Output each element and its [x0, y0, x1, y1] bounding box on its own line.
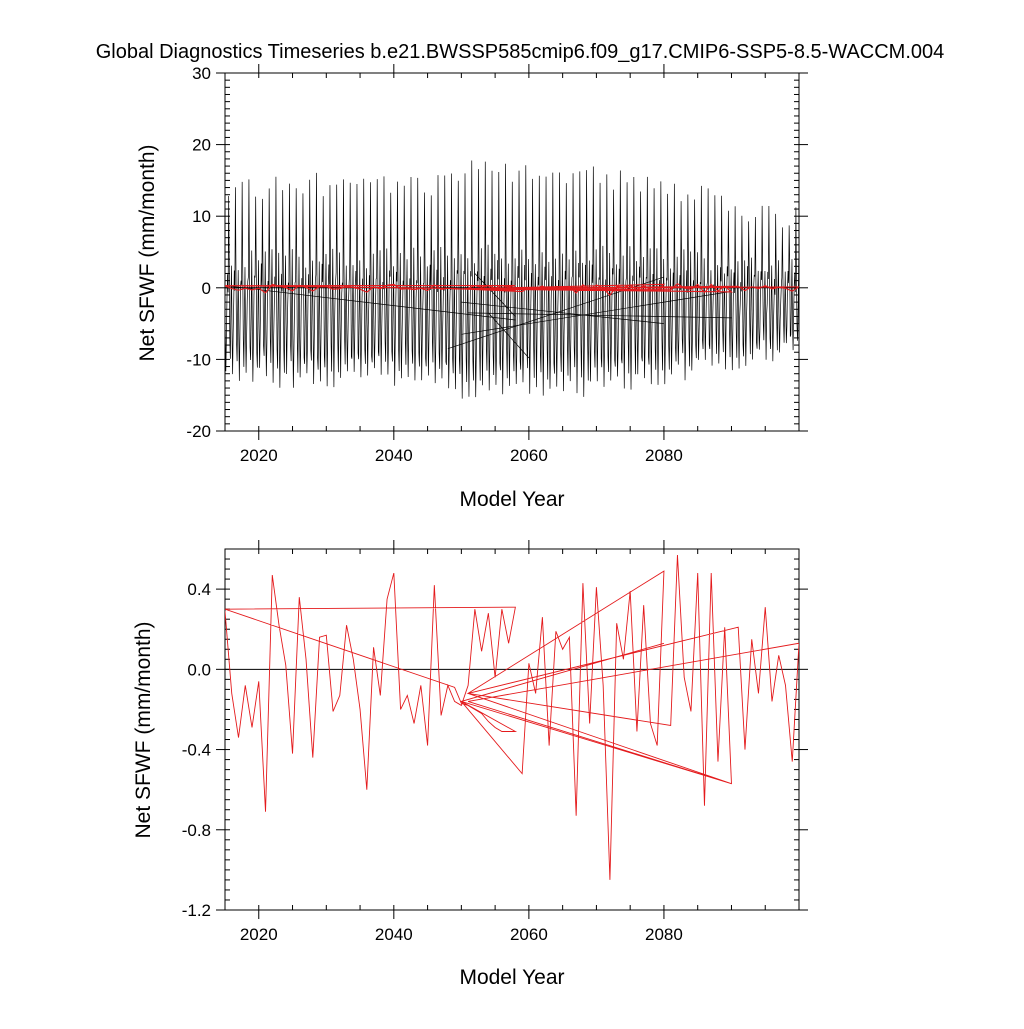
chart-title: Global Diagnostics Timeseries b.e21.BWSS… [96, 41, 945, 63]
y-tick-label: -20 [186, 422, 211, 441]
y-tick-label: 0.0 [187, 660, 211, 679]
connector-segment [461, 291, 732, 335]
connector-segment [474, 273, 516, 317]
x-tick-label: 2060 [510, 446, 548, 465]
y-tick-label: 20 [192, 136, 211, 155]
x-tick-label: 2040 [375, 446, 413, 465]
y-tick-label: -0.4 [182, 741, 211, 760]
panel-top: Net SFWF (mm/month) Model Year 2020 2040 2… [136, 64, 808, 511]
connector-segment [447, 276, 665, 349]
y-tick-label: -0.8 [182, 821, 211, 840]
panel-bottom: Net SFWF (mm/month) Model Year 2020 2040 2… [132, 540, 808, 989]
y-tick-label: 0 [202, 279, 211, 298]
connector-segment [468, 312, 732, 319]
y-axis-label-top: Net SFWF (mm/month) [136, 144, 159, 361]
series-annual-overlay [225, 283, 799, 297]
series-annual-line [225, 554, 799, 880]
connector-segment [488, 312, 530, 359]
y-tick-label: 10 [192, 207, 211, 226]
x-tick-label: 2080 [645, 925, 683, 944]
y-tick-label: -10 [186, 350, 211, 369]
x-tick-label: 2020 [240, 925, 278, 944]
x-tick-label: 2080 [645, 446, 683, 465]
x-tick-label: 2040 [375, 925, 413, 944]
y-tick-label: 30 [192, 64, 211, 83]
y-tick-label: -1.2 [182, 901, 211, 920]
x-tick-label: 2020 [240, 446, 278, 465]
connector-segment [461, 301, 664, 324]
connector-segment [225, 285, 516, 321]
y-tick-label: 0.4 [187, 580, 211, 599]
y-axis-label-bottom: Net SFWF (mm/month) [132, 621, 155, 838]
x-axis-label-bottom: Model Year [459, 966, 564, 989]
x-axis-label-top: Model Year [459, 488, 564, 511]
series-monthly-line [225, 160, 799, 399]
x-tick-label: 2060 [510, 925, 548, 944]
